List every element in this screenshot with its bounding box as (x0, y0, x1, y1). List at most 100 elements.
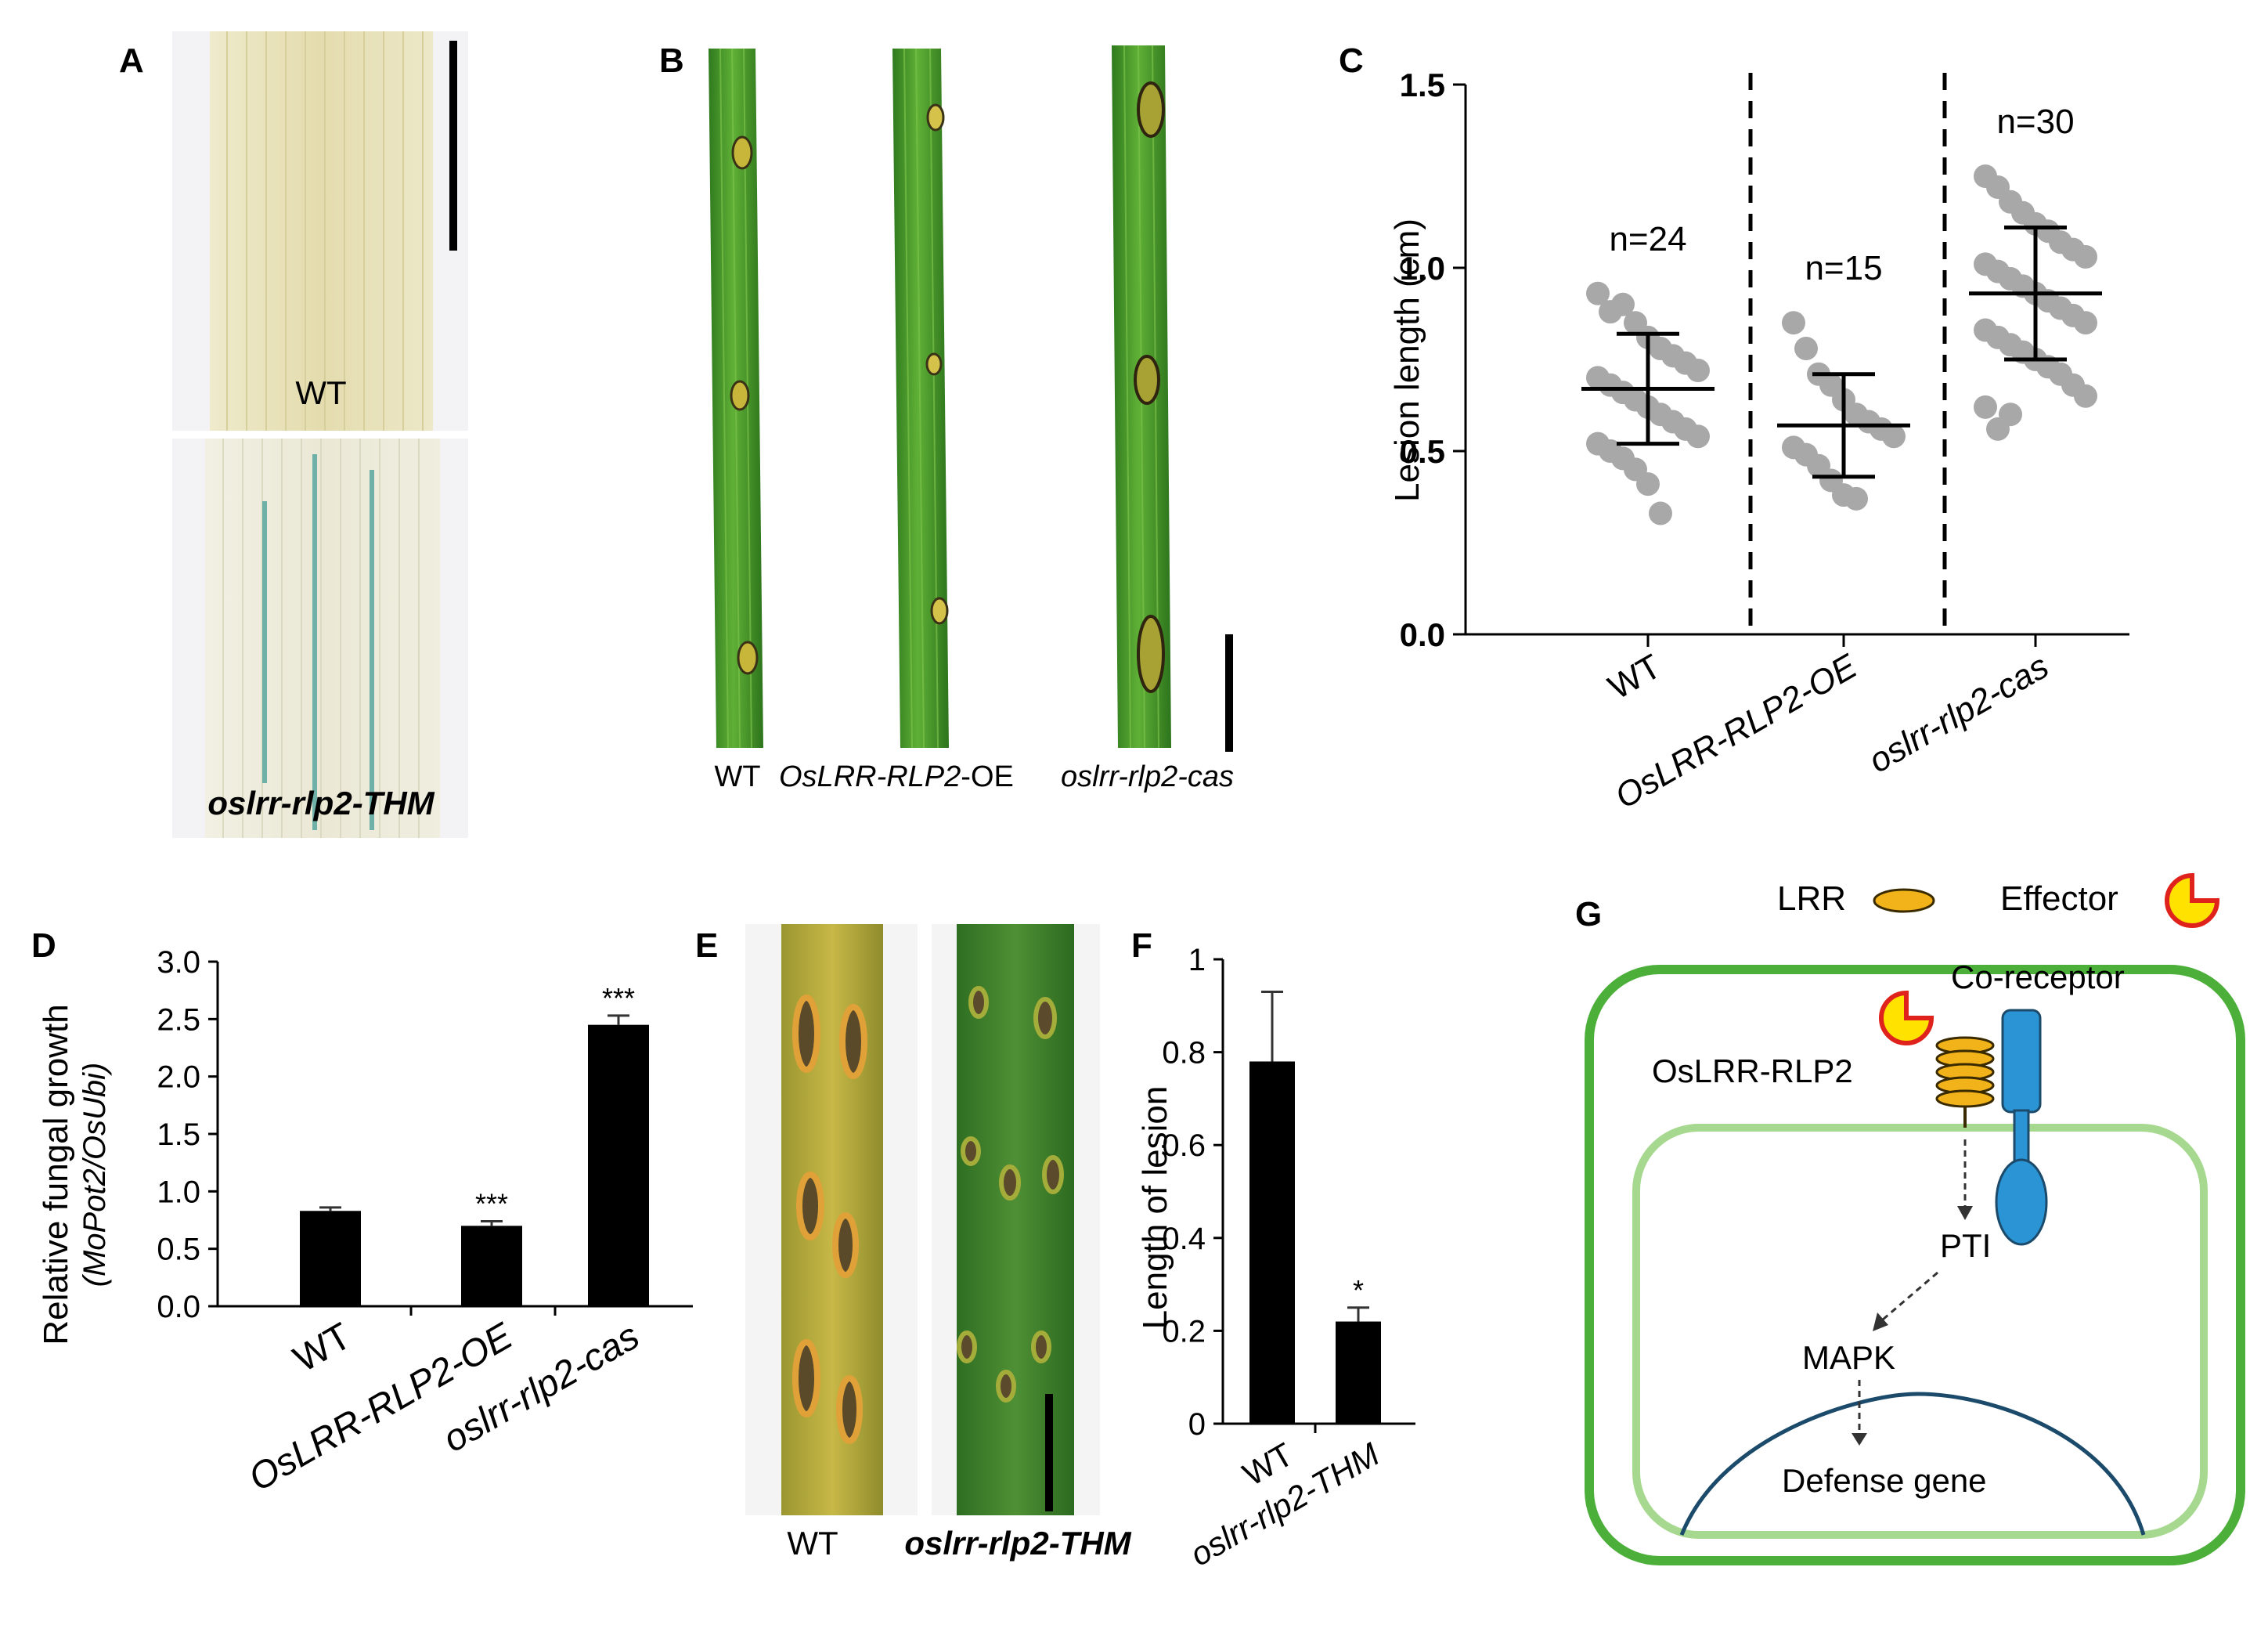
chart-d-bar (461, 1226, 522, 1306)
chart-c-point (1974, 395, 1997, 419)
leaf-b-cas (1112, 45, 1171, 749)
leaf-b-label-oe-gene: OsLRR-RLP2 (779, 760, 961, 793)
oslrr-rlp2-label: OsLRR-RLP2 (1652, 1052, 1853, 1089)
chart-c-point (1782, 311, 1805, 335)
chart-f-ytick-label: 0.6 (1162, 1128, 1206, 1163)
chart-d-significance: *** (602, 982, 635, 1014)
arrowhead-pti (1957, 1206, 1973, 1220)
panel-letter-c: C (1339, 42, 1364, 80)
leaf-b-wt (709, 48, 763, 749)
leaf-a-bottom (205, 439, 440, 838)
defense-gene-label: Defense gene (1782, 1462, 1987, 1499)
chart-c-point (2074, 244, 2097, 269)
leaf-a-top-veins (226, 31, 424, 431)
leaf-b-label-wt: WT (714, 760, 760, 793)
chart-d-ytick-label: 2.5 (157, 1002, 200, 1037)
leaf-a-bottom-veins (222, 439, 420, 838)
coreceptor-ectodomain (2001, 1009, 2042, 1114)
chart-c-point (1636, 472, 1660, 496)
chart-d: 0.00.51.01.52.02.53.0WT***OsLRR-RLP2-OE*… (157, 945, 693, 1500)
chart-c-point (1999, 403, 2022, 427)
chart-f-bar (1336, 1321, 1381, 1424)
scale-bar-b (1225, 634, 1233, 752)
chart-c-point (1794, 336, 1818, 360)
arrowhead-mapk (1873, 1312, 1888, 1331)
panel-letter-f: F (1131, 926, 1152, 965)
chart-c: 0.00.51.01.5WTn=24OsLRR-RLP2-OEn=15oslrr… (1400, 67, 2129, 816)
arrowhead-defense (1852, 1433, 1867, 1446)
nucleus (1679, 1392, 2146, 1536)
chart-d-ytick-label: 2.0 (157, 1060, 200, 1095)
chart-c-xtick-label: oslrr-rlp2-cas (1862, 647, 2055, 780)
leaf-a-top-label: WT (295, 374, 346, 411)
mapk-label: MAPK (1802, 1339, 1895, 1376)
panel-f: F Length of lesion 00.20.40.60.81WT*oslr… (1131, 926, 1415, 1573)
leaf-e-label-thm: oslrr-rlp2-THM (904, 1525, 1131, 1562)
panel-c: C Lesion length (cm) 0.00.51.01.5WTn=24O… (1339, 42, 2129, 816)
chart-c-point (1844, 486, 1868, 511)
chart-c-xtick-label: WT (1602, 647, 1668, 707)
chart-d-significance: *** (475, 1187, 508, 1219)
chart-f-significance: * (1353, 1274, 1364, 1306)
lesions-e-wt (792, 995, 867, 1444)
chart-c-point (1686, 359, 1710, 383)
chart-c-point (1882, 424, 1906, 449)
chart-f-ytick-label: 0.2 (1162, 1314, 1206, 1349)
chart-d-ytick-label: 1.0 (157, 1175, 200, 1209)
chart-f-ytick-label: 0.4 (1162, 1222, 1206, 1256)
chart-d-ylabel-line1: Relative fungal growth (37, 1004, 75, 1345)
chart-c-n-label: n=30 (1996, 103, 2074, 141)
chart-c-ytick-label: 1.0 (1400, 250, 1445, 287)
chart-c-point (1611, 292, 1635, 316)
chart-d-ytick-label: 0.5 (157, 1233, 200, 1267)
chart-c-ylabel: Lesion length (cm) (1388, 218, 1426, 502)
panel-a: A WT oslrr-rlp2-THM (119, 31, 468, 838)
chart-d-ytick-label: 3.0 (157, 945, 200, 980)
gus-staining-veins (262, 454, 374, 830)
chart-d-bar (300, 1211, 361, 1306)
coreceptor-kinase (1995, 1158, 2048, 1246)
panel-letter-b: B (659, 42, 684, 80)
panel-letter-a: A (119, 42, 144, 80)
leaf-b-label-cas: oslrr-rlp2-cas (1061, 760, 1234, 793)
chart-d-xtick-label: WT (287, 1316, 358, 1381)
lesions-e-thm (957, 986, 1064, 1403)
leaf-b-labels: WT OsLRR-RLP2-OE oslrr-rlp2-cas (714, 760, 1234, 793)
chart-f-ytick-label: 0.8 (1162, 1036, 1206, 1071)
lrr-legend-icon (1873, 888, 1935, 913)
leaf-b-label-oe-suffix: -OE (961, 760, 1014, 793)
chart-f-bar (1249, 1061, 1295, 1424)
legend-effector-label: Effector (2000, 879, 2118, 918)
arrow-pti-to-mapk (1882, 1271, 1938, 1321)
leaf-a-bottom-label: oslrr-rlp2-THM (207, 785, 434, 821)
chart-d-ytick-label: 0.0 (157, 1290, 200, 1324)
scale-bar-e (1045, 1394, 1053, 1511)
chart-d-ylabel-line2: (MoPot2/OsUbi) (78, 1063, 112, 1287)
panel-letter-e: E (695, 926, 718, 965)
chart-f-ytick-label: 1 (1188, 943, 1206, 977)
chart-d-ytick-label: 1.5 (157, 1117, 200, 1152)
legend-lrr-label: LRR (1777, 879, 1846, 918)
panel-b: B (659, 42, 1234, 793)
scale-bar-a (449, 41, 457, 251)
lesions-b-cas (1134, 81, 1165, 693)
chart-c-point (1686, 424, 1710, 449)
svg-text:OsLRR-RLP2-OE: OsLRR-RLP2-OE (779, 760, 1014, 793)
panel-d: D Relative fungal growth (MoPot2/OsUbi) … (31, 926, 693, 1500)
chart-c-point (2074, 311, 2097, 335)
effector-legend-icon (2165, 872, 2220, 928)
panel-e: E WT oslrr-rlp2-THM (695, 924, 1132, 1562)
panel-g: G LRR Effector Co-receptor OsLRR-RLP2 PT… (1575, 872, 2245, 1565)
chart-f-ylabel: Length of lesion (1136, 1086, 1174, 1330)
chart-c-n-label: n=15 (1805, 249, 1882, 287)
chart-c-point (1649, 501, 1672, 525)
pti-label: PTI (1940, 1227, 1991, 1264)
effector-bound-icon (1879, 990, 1934, 1045)
chart-c-point (1586, 281, 1610, 305)
leaf-a-top (210, 31, 433, 431)
chart-c-ytick-label: 0.0 (1400, 616, 1445, 653)
oslrr-rlp2-receptor (1935, 1036, 1995, 1108)
chart-c-ytick-label: 1.5 (1400, 67, 1445, 103)
leaf-b-oe (892, 48, 949, 749)
